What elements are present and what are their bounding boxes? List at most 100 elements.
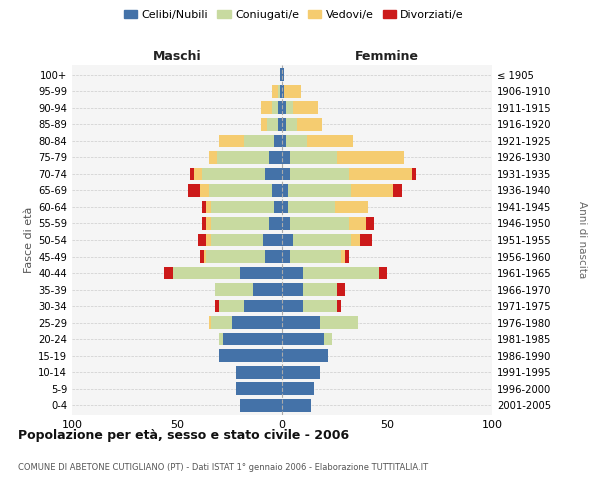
Bar: [289, 200, 335, 213]
Bar: [394, 184, 402, 197]
Bar: [223, 332, 282, 345]
Bar: [307, 134, 353, 147]
Bar: [324, 332, 332, 345]
Bar: [269, 217, 282, 230]
Bar: [206, 200, 211, 213]
Bar: [289, 184, 352, 197]
Bar: [278, 85, 280, 98]
Bar: [282, 134, 286, 147]
Bar: [349, 168, 412, 180]
Bar: [211, 234, 263, 246]
Bar: [198, 234, 206, 246]
Bar: [320, 316, 358, 329]
Bar: [282, 283, 303, 296]
Bar: [209, 184, 271, 197]
Bar: [204, 250, 206, 263]
Bar: [211, 217, 269, 230]
Bar: [215, 283, 253, 296]
Bar: [303, 266, 379, 280]
Bar: [282, 382, 314, 395]
Bar: [232, 316, 282, 329]
Bar: [194, 168, 202, 180]
Bar: [284, 85, 301, 98]
Bar: [296, 118, 322, 131]
Bar: [271, 85, 278, 98]
Bar: [209, 316, 211, 329]
Bar: [290, 151, 337, 164]
Bar: [271, 184, 282, 197]
Bar: [290, 250, 341, 263]
Bar: [236, 382, 282, 395]
Bar: [209, 151, 217, 164]
Bar: [265, 250, 282, 263]
Bar: [351, 234, 359, 246]
Bar: [202, 217, 206, 230]
Bar: [282, 332, 324, 345]
Bar: [202, 168, 265, 180]
Bar: [200, 250, 204, 263]
Text: Anni di nascita: Anni di nascita: [577, 202, 587, 278]
Bar: [282, 85, 284, 98]
Bar: [261, 102, 271, 114]
Bar: [269, 151, 282, 164]
Bar: [278, 118, 282, 131]
Bar: [219, 332, 223, 345]
Legend: Celibi/Nubili, Coniugati/e, Vedovi/e, Divorziati/e: Celibi/Nubili, Coniugati/e, Vedovi/e, Di…: [119, 6, 469, 25]
Bar: [337, 151, 404, 164]
Bar: [219, 300, 244, 312]
Bar: [206, 217, 211, 230]
Bar: [303, 300, 337, 312]
Bar: [366, 217, 374, 230]
Bar: [274, 200, 282, 213]
Bar: [206, 234, 211, 246]
Bar: [303, 283, 337, 296]
Bar: [280, 68, 282, 82]
Bar: [240, 266, 282, 280]
Bar: [337, 283, 345, 296]
Bar: [202, 200, 206, 213]
Bar: [282, 151, 290, 164]
Bar: [282, 250, 290, 263]
Bar: [236, 366, 282, 378]
Bar: [282, 184, 289, 197]
Bar: [282, 398, 311, 411]
Bar: [263, 234, 282, 246]
Bar: [412, 168, 416, 180]
Bar: [290, 168, 349, 180]
Bar: [211, 316, 232, 329]
Text: Popolazione per età, sesso e stato civile - 2006: Popolazione per età, sesso e stato civil…: [18, 430, 349, 442]
Bar: [360, 234, 372, 246]
Bar: [190, 168, 194, 180]
Bar: [261, 118, 268, 131]
Y-axis label: Fasce di età: Fasce di età: [24, 207, 34, 273]
Text: Femmine: Femmine: [355, 50, 419, 62]
Bar: [219, 349, 282, 362]
Bar: [282, 200, 289, 213]
Bar: [240, 398, 282, 411]
Bar: [286, 118, 296, 131]
Bar: [268, 118, 278, 131]
Bar: [345, 250, 349, 263]
Bar: [282, 349, 328, 362]
Bar: [282, 366, 320, 378]
Bar: [173, 266, 240, 280]
Bar: [244, 300, 282, 312]
Bar: [282, 168, 290, 180]
Bar: [265, 168, 282, 180]
Bar: [379, 266, 387, 280]
Bar: [282, 68, 284, 82]
Bar: [282, 102, 286, 114]
Bar: [278, 102, 282, 114]
Bar: [349, 217, 366, 230]
Bar: [286, 134, 307, 147]
Bar: [293, 234, 352, 246]
Bar: [244, 134, 274, 147]
Bar: [341, 250, 345, 263]
Bar: [282, 234, 293, 246]
Bar: [274, 134, 282, 147]
Text: Maschi: Maschi: [152, 50, 202, 62]
Bar: [282, 316, 320, 329]
Text: COMUNE DI ABETONE CUTIGLIANO (PT) - Dati ISTAT 1° gennaio 2006 - Elaborazione TU: COMUNE DI ABETONE CUTIGLIANO (PT) - Dati…: [18, 464, 428, 472]
Bar: [282, 300, 303, 312]
Bar: [206, 250, 265, 263]
